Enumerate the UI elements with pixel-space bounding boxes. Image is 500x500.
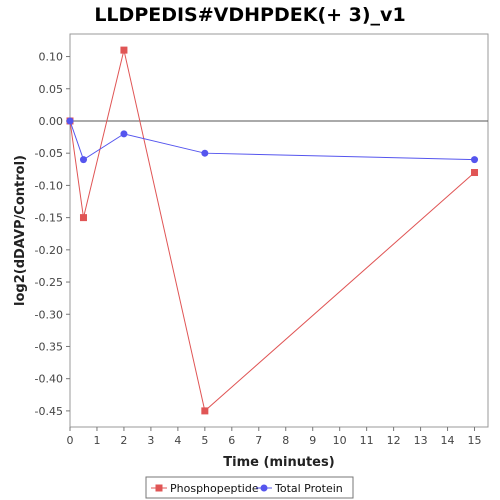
x-tick-label: 15	[468, 434, 482, 447]
series-total-protein	[66, 117, 479, 164]
x-tick-label: 11	[360, 434, 374, 447]
legend-swatch-marker	[155, 484, 163, 492]
chart-title: LLDPEDIS#VDHPDEK(+ 3)_v1	[94, 4, 406, 26]
data-point	[120, 130, 128, 138]
y-tick-label: -0.20	[35, 244, 63, 257]
legend-item: Phosphopeptide	[151, 482, 259, 495]
plot-area	[69, 33, 489, 428]
y-tick-label: -0.10	[35, 179, 63, 192]
x-tick-label: 9	[309, 434, 316, 447]
y-axis-label: log2(dDAVP/Control)	[13, 155, 28, 306]
x-tick-label: 14	[441, 434, 455, 447]
x-tick-label: 5	[201, 434, 208, 447]
data-point	[79, 214, 87, 222]
legend-label: Total Protein	[274, 482, 343, 495]
data-point	[201, 407, 209, 415]
x-tick-label: 10	[333, 434, 347, 447]
x-axis: 0 1 2 3 4 5 6 7 8 9 10 11 12 13 14 15	[67, 427, 482, 447]
y-tick-label: -0.05	[35, 147, 63, 160]
x-tick-label: 12	[387, 434, 401, 447]
x-tick-label: 1	[93, 434, 100, 447]
y-tick-label: 0.10	[39, 51, 64, 64]
y-tick-label: 0.00	[39, 115, 64, 128]
x-tick-label: 3	[147, 434, 154, 447]
x-tick-label: 8	[282, 434, 289, 447]
x-tick-label: 13	[414, 434, 428, 447]
y-tick-label: -0.25	[35, 276, 63, 289]
y-tick-label: -0.40	[35, 373, 63, 386]
data-point	[471, 156, 479, 164]
x-tick-label: 4	[174, 434, 181, 447]
x-tick-label: 7	[255, 434, 262, 447]
y-axis: 0.10 0.05 0.00 -0.05 -0.10 -0.15 -0.20 -0.25 -0.…	[35, 51, 70, 418]
data-point	[66, 117, 74, 125]
data-point	[79, 156, 87, 164]
data-point	[471, 169, 479, 177]
y-tick-label: -0.15	[35, 212, 63, 225]
legend: Phosphopeptide Total Protein	[145, 476, 354, 499]
y-tick-label: -0.35	[35, 340, 63, 353]
y-tick-label: 0.05	[39, 83, 64, 96]
legend-item: Total Protein	[256, 482, 343, 495]
series-layer	[66, 46, 479, 415]
y-tick-label: -0.45	[35, 405, 63, 418]
x-axis-label: Time (minutes)	[223, 455, 334, 470]
legend-box	[145, 476, 354, 499]
y-tick-label: -0.30	[35, 308, 63, 321]
data-point	[201, 149, 209, 157]
x-tick-label: 6	[228, 434, 235, 447]
legend-swatch-marker	[260, 484, 268, 492]
legend-label: Phosphopeptide	[170, 482, 259, 495]
data-point	[120, 46, 128, 54]
x-tick-label: 0	[67, 434, 74, 447]
x-tick-label: 2	[120, 434, 127, 447]
